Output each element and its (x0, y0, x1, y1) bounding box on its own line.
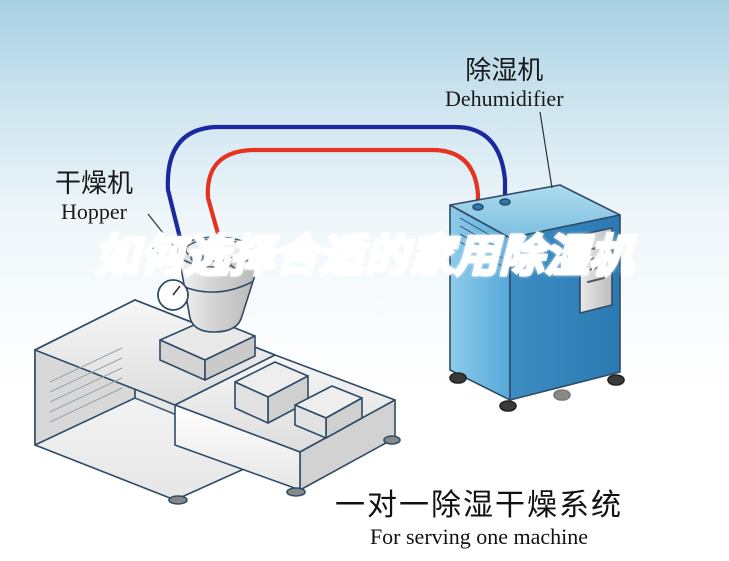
system-label: 一对一除湿干燥系统 For serving one machine (335, 480, 623, 550)
system-label-en: For serving one machine (335, 524, 623, 550)
dehumidifier-label: 除湿机 Dehumidifier (445, 55, 564, 113)
hero-title-text: 如何选择合适的家用除湿机 (95, 232, 635, 281)
hero-title: 如何选择合适的家用除湿机 (0, 234, 729, 280)
system-label-cn: 一对一除湿干燥系统 (335, 480, 623, 524)
hopper-label-cn: 干燥机 (55, 168, 133, 199)
dehumidifier-label-cn: 除湿机 (445, 55, 564, 86)
dehumidifier-unit (450, 185, 624, 411)
dehumidifier-label-en: Dehumidifier (445, 86, 564, 112)
hopper-label: 干燥机 Hopper (55, 168, 133, 226)
hopper-label-en: Hopper (55, 199, 133, 225)
